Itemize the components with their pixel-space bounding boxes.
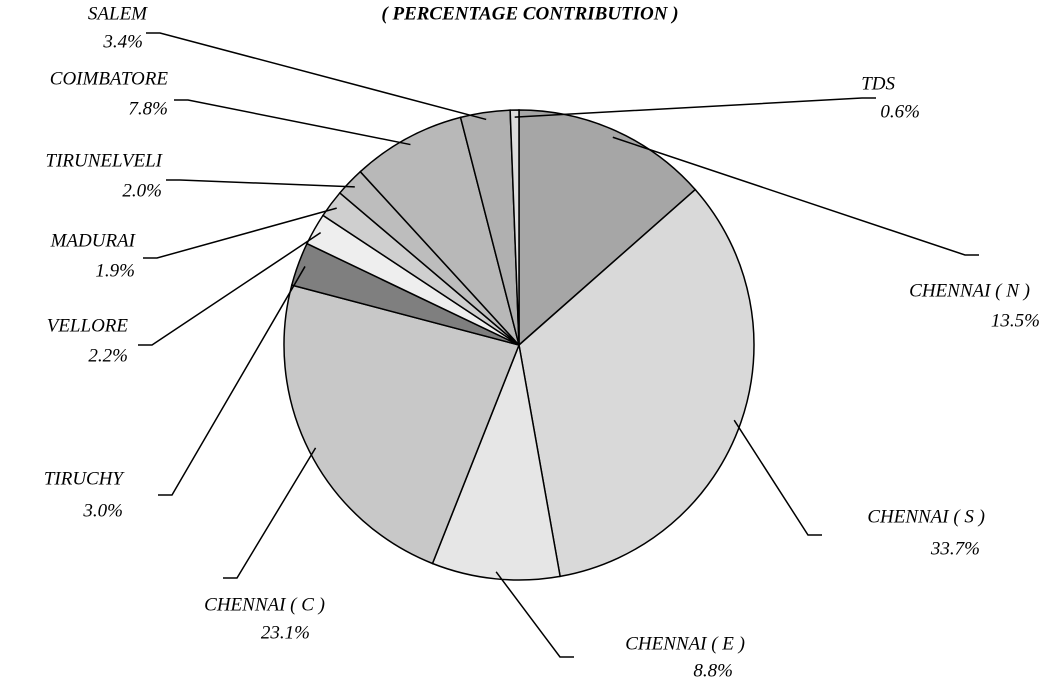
slice-value-label: 23.1% [261, 622, 310, 643]
leader-line [174, 99, 411, 146]
pie-slice [431, 342, 561, 581]
slice-value-label: 33.7% [930, 538, 980, 559]
leader-line [495, 571, 574, 658]
slice-label: TIRUCHY [44, 468, 126, 489]
slice-value-label: 0.6% [880, 101, 920, 122]
slice-value-label: 3.4% [102, 31, 143, 52]
slice-label: CHENNAI ( C ) [204, 594, 325, 615]
pie-slice [283, 284, 521, 565]
pie-slice [518, 109, 697, 347]
leader-line [733, 419, 822, 536]
slice-label: VELLORE [47, 315, 129, 336]
leader-line [138, 232, 322, 346]
slice-value-label: 8.8% [693, 660, 733, 681]
slice-value-label: 7.8% [128, 98, 168, 119]
slice-value-label: 2.0% [122, 180, 162, 201]
leader-line [143, 207, 337, 259]
leader-line [146, 32, 487, 121]
slice-value-label: 1.9% [95, 260, 135, 281]
leader-line [158, 266, 306, 496]
leader-line [612, 136, 979, 256]
slice-label: MADURAI [50, 230, 137, 251]
slice-label: TIRUNELVELI [46, 150, 164, 171]
slice-value-label: 3.0% [82, 500, 123, 521]
slice-label: SALEM [88, 3, 148, 24]
slice-label: CHENNAI ( E ) [625, 633, 745, 654]
slice-label: COIMBATORE [50, 68, 169, 89]
leader-line [166, 179, 355, 188]
leader-line [514, 97, 876, 118]
slice-label: TDS [861, 73, 895, 94]
pie-slice [518, 188, 755, 578]
chart-title: ( PERCENTAGE CONTRIBUTION ) [381, 3, 678, 24]
pie-slice [509, 109, 520, 346]
slice-value-label: 2.2% [88, 345, 128, 366]
slice-value-label: 13.5% [991, 310, 1040, 331]
leader-line [223, 447, 317, 579]
pie-slice [359, 116, 520, 346]
slice-label: CHENNAI ( N ) [909, 280, 1030, 301]
slice-label: CHENNAI ( S ) [867, 506, 985, 527]
